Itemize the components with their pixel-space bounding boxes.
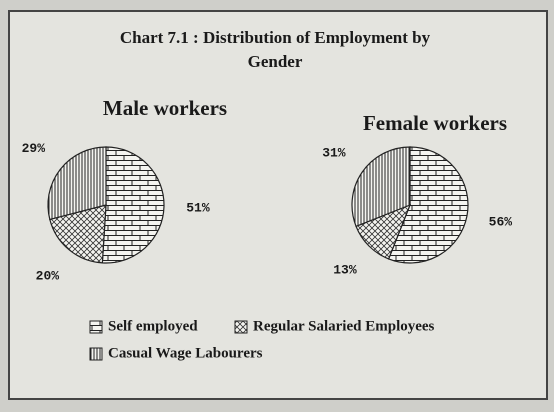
page: {"title": "Chart 7.1 : Distribution of E…	[0, 0, 554, 412]
value-label: 20%	[36, 268, 60, 283]
legend-swatch	[235, 321, 247, 333]
value-label: 29%	[22, 141, 46, 156]
legend-label: Self employed	[108, 318, 198, 334]
pie-title: Male workers	[103, 96, 227, 120]
value-label: 56%	[489, 215, 513, 230]
legend-swatch	[90, 348, 102, 360]
legend-label: Casual Wage Labourers	[108, 345, 263, 361]
legend-label: Regular Salaried Employees	[253, 318, 435, 334]
pie-slice	[102, 147, 164, 263]
value-label: 31%	[322, 146, 346, 161]
chart: Male workers 51% 20% 29% Female workers 56% 13…	[0, 0, 554, 412]
pie-title: Female workers	[363, 111, 507, 135]
value-label: 51%	[186, 200, 210, 215]
value-label: 13%	[333, 262, 357, 277]
legend-swatch	[90, 321, 102, 333]
